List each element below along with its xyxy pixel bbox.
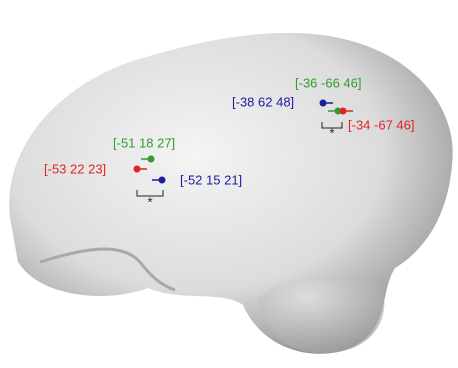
- coordinate-label: [-34 -67 46]: [348, 117, 415, 132]
- figure: [-36 -66 46][-38 62 48] [-34 -67 46] [-51 …: [0, 0, 458, 368]
- significance-marker: *: [147, 194, 152, 209]
- coordinate-dot: [148, 156, 155, 163]
- coordinate-label: [-38 62 48]: [232, 94, 294, 109]
- coordinate-label: [-51 18 27]: [113, 135, 175, 150]
- coordinate-dot: [340, 108, 347, 115]
- coordinate-dot: [134, 166, 141, 173]
- coordinate-label: [-52 15 21]: [180, 172, 242, 187]
- coordinate-dot: [159, 177, 166, 184]
- coordinate-label: [-53 22 23]: [44, 161, 106, 176]
- significance-marker: *: [329, 125, 334, 140]
- brain: [9, 33, 452, 354]
- coordinate-dot: [320, 100, 327, 107]
- coordinate-label: [-36 -66 46]: [295, 75, 362, 90]
